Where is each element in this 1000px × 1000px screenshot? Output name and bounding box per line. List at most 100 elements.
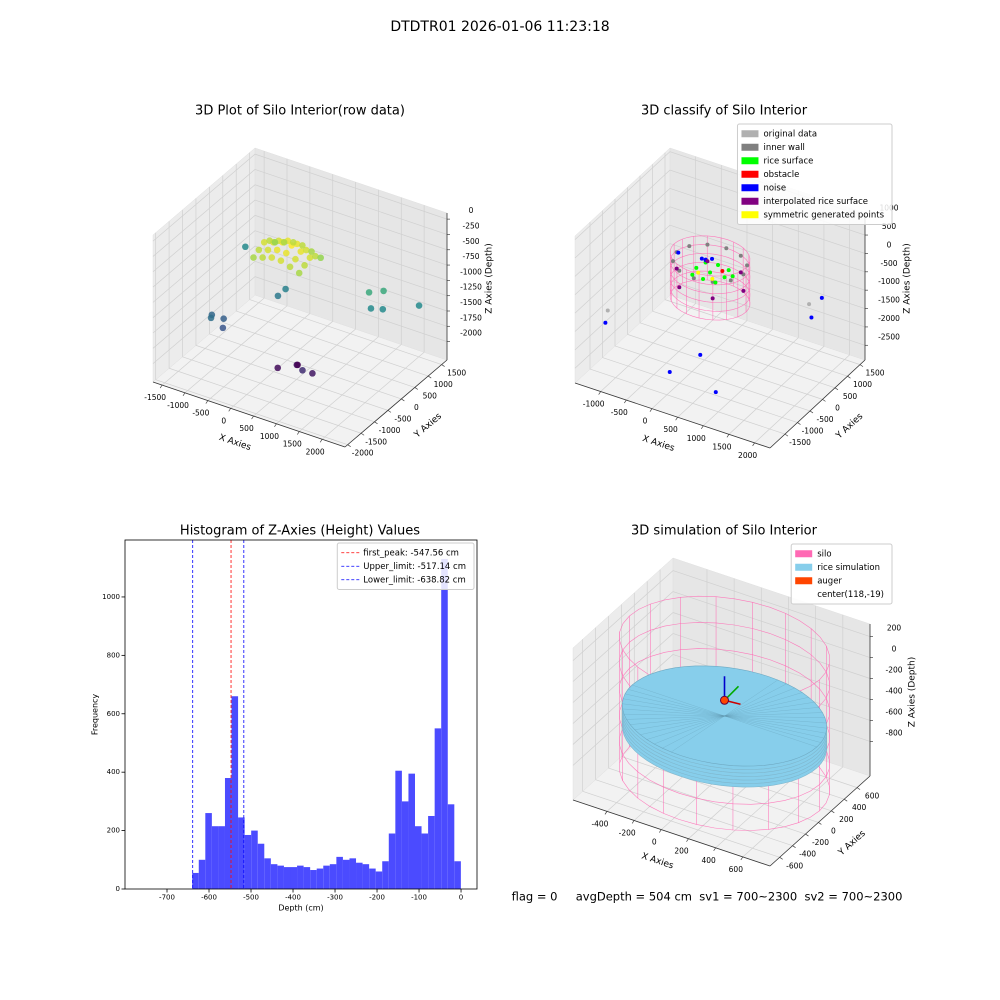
legend: original data inner wall rice surface obsta… bbox=[736, 123, 893, 225]
grid-line bbox=[152, 153, 256, 242]
grid-line bbox=[703, 337, 799, 427]
bar bbox=[297, 865, 304, 889]
data-point bbox=[667, 370, 672, 375]
grid-line bbox=[728, 346, 825, 435]
y-tick-label: 1500 bbox=[865, 369, 884, 378]
x-tick-label: -1500 bbox=[144, 393, 166, 402]
tick-mark bbox=[752, 442, 755, 447]
grid-line bbox=[589, 368, 786, 435]
data-point bbox=[289, 239, 297, 246]
grid-line bbox=[677, 328, 773, 418]
grid-line bbox=[152, 261, 256, 349]
grid-line bbox=[574, 243, 671, 332]
tick-mark bbox=[818, 822, 822, 825]
grid-line bbox=[276, 336, 379, 425]
x-tick-label: 2000 bbox=[738, 451, 757, 460]
y-tick-label: -500 bbox=[816, 415, 833, 424]
x-tick-label: -100 bbox=[411, 894, 427, 902]
y-axis-label: Y Axies bbox=[412, 411, 444, 441]
x-tick-label: 500 bbox=[239, 424, 254, 433]
tick-mark bbox=[401, 398, 405, 402]
y-tick-label: 500 bbox=[423, 391, 438, 400]
x-tick-label: 600 bbox=[729, 865, 744, 874]
bar bbox=[401, 801, 409, 889]
data-point bbox=[730, 274, 735, 279]
axis-line bbox=[769, 359, 866, 449]
legend-label: symmetric generated points bbox=[763, 210, 884, 220]
tick-mark bbox=[784, 433, 789, 437]
figure-title: DTDTR01 2026-01-06 11:23:18 bbox=[390, 19, 609, 35]
grid-line bbox=[754, 354, 850, 444]
tick-mark bbox=[159, 384, 163, 389]
legend-box bbox=[790, 543, 893, 605]
y-axis-label: Frequency bbox=[91, 694, 100, 736]
grid-line bbox=[195, 345, 389, 411]
grid-line bbox=[222, 322, 415, 388]
grid-line bbox=[152, 184, 256, 273]
data-point bbox=[698, 352, 703, 357]
grid-line bbox=[621, 756, 819, 823]
data-point bbox=[738, 253, 743, 258]
legend-swatch bbox=[741, 157, 759, 165]
z-tick-label: 0 bbox=[469, 206, 474, 215]
data-point bbox=[292, 255, 299, 263]
tick-mark bbox=[713, 847, 716, 851]
z-tick-label: -1500 bbox=[460, 298, 482, 307]
data-point bbox=[415, 302, 423, 309]
grid-line bbox=[254, 169, 448, 235]
grid-line bbox=[651, 320, 748, 409]
bar bbox=[264, 858, 271, 889]
bar bbox=[421, 833, 429, 889]
bar bbox=[244, 834, 252, 889]
data-point bbox=[317, 254, 324, 262]
bar bbox=[224, 778, 232, 889]
x-tick-label: 200 bbox=[674, 847, 689, 856]
data-point bbox=[696, 270, 701, 275]
tick-mark bbox=[675, 417, 678, 421]
y-tick-label: -400 bbox=[799, 850, 816, 859]
data-point bbox=[367, 305, 375, 312]
y-tick-label: -1500 bbox=[789, 438, 811, 447]
tick-mark bbox=[659, 829, 662, 833]
data-point bbox=[309, 370, 316, 377]
x-tick-label: -700 bbox=[159, 894, 175, 902]
axis-line bbox=[152, 381, 346, 448]
data-point bbox=[273, 246, 281, 254]
legend-label: inner wall bbox=[763, 143, 804, 153]
bar bbox=[316, 868, 324, 889]
legend-label: obstacle bbox=[763, 170, 799, 180]
legend-label: Upper_limit: -517.14 cm bbox=[363, 562, 466, 572]
legend-label: rice surface bbox=[763, 156, 813, 166]
x-tick-label: -200 bbox=[369, 894, 385, 902]
grid-line bbox=[152, 230, 256, 318]
auger bbox=[720, 695, 730, 705]
bar bbox=[257, 843, 265, 889]
tick-mark bbox=[686, 838, 689, 842]
data-point bbox=[690, 272, 695, 277]
tick-mark bbox=[856, 787, 861, 790]
data-point bbox=[722, 275, 727, 280]
legend-swatch bbox=[795, 550, 813, 558]
x-tick-label: -500 bbox=[192, 409, 209, 418]
grid-line bbox=[600, 303, 696, 392]
grid-line bbox=[672, 591, 871, 658]
bar bbox=[342, 859, 350, 889]
data-point bbox=[365, 289, 373, 296]
tick-mark bbox=[831, 810, 835, 814]
tick-mark bbox=[414, 387, 418, 390]
data-point bbox=[282, 249, 290, 257]
data-point bbox=[710, 256, 715, 261]
grid-line bbox=[254, 184, 448, 251]
tick-mark bbox=[843, 798, 848, 802]
grid-line bbox=[152, 199, 256, 288]
z-tick-label: -2000 bbox=[460, 329, 482, 338]
tick-mark bbox=[274, 423, 277, 427]
z-tick-label: -1750 bbox=[460, 313, 482, 322]
grid-line bbox=[155, 379, 348, 446]
grid-line bbox=[254, 153, 448, 220]
data-point bbox=[705, 242, 710, 247]
data-point bbox=[297, 248, 305, 255]
bar bbox=[415, 826, 422, 889]
x-axis-label: X Axies bbox=[640, 851, 675, 871]
data-point bbox=[724, 246, 729, 251]
